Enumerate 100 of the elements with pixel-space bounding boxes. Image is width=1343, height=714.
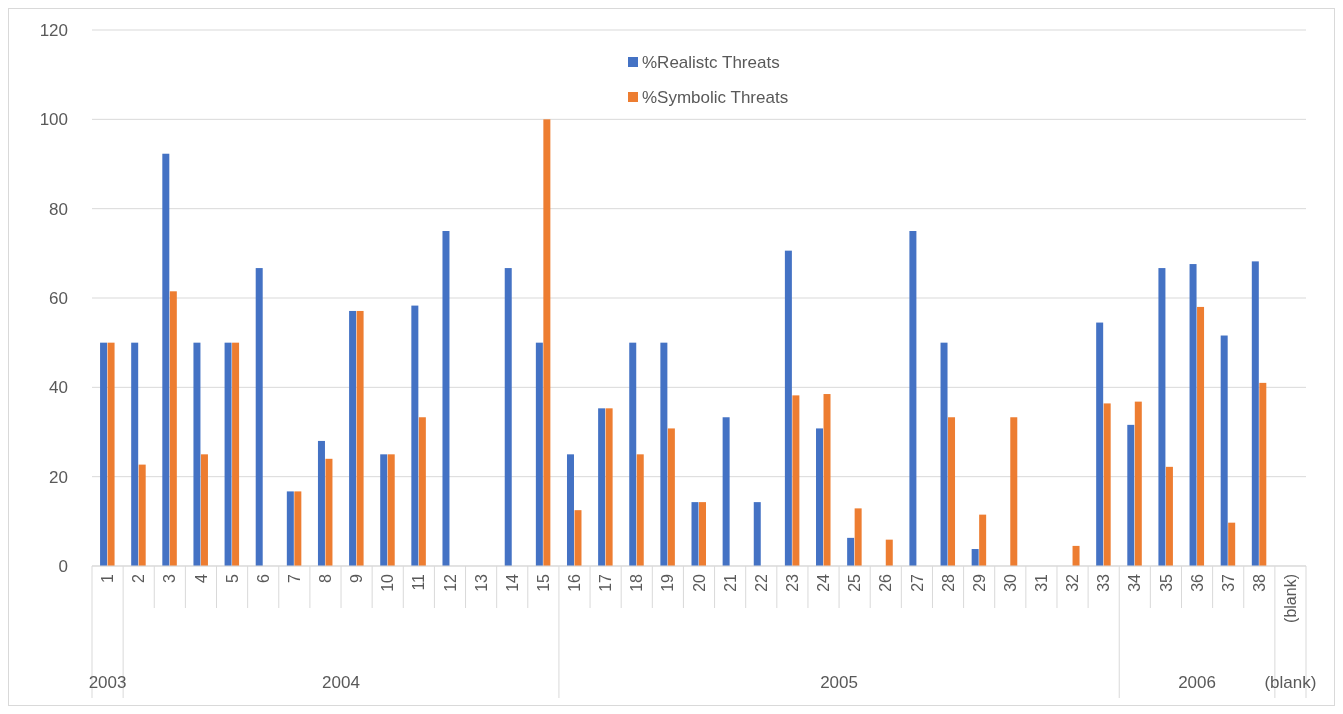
x-tick-label: 29	[970, 573, 988, 592]
bar	[1220, 335, 1228, 566]
text: 2005	[820, 673, 858, 692]
x-tick-label: 14	[503, 573, 521, 592]
x-tick-label: 23	[783, 573, 801, 592]
y-tick-label: 20	[49, 467, 68, 487]
x-tick-label: 17	[597, 573, 615, 592]
bar	[1072, 545, 1080, 566]
bar	[1259, 382, 1267, 566]
bar	[1127, 424, 1135, 566]
x-tick-label: 24	[815, 573, 833, 592]
bar	[131, 342, 139, 566]
bar	[418, 417, 426, 566]
x-tick-label: 30	[1001, 573, 1019, 592]
bar	[138, 464, 146, 566]
legend-label: %Symbolic Threats	[642, 87, 789, 107]
x-tick-label: 20	[690, 573, 708, 592]
bar	[200, 454, 208, 566]
x-tick-label: 31	[1033, 573, 1051, 592]
y-tick-label: 0	[58, 556, 68, 576]
x-tick-label: 36	[1188, 573, 1206, 592]
bar	[979, 514, 987, 566]
bar	[574, 510, 582, 566]
bar	[380, 454, 388, 566]
bar	[317, 440, 325, 566]
x-tick-label: 16	[566, 573, 584, 592]
bar	[948, 417, 956, 566]
bar	[504, 268, 512, 566]
bar	[909, 231, 917, 566]
x-tick-label: 3	[161, 573, 179, 583]
y-tick-label: 40	[49, 378, 68, 398]
x-tick-label: 26	[877, 573, 895, 592]
bar	[1228, 522, 1236, 566]
bar	[100, 342, 108, 566]
bar	[823, 394, 831, 566]
x-tick-label: 2	[130, 573, 148, 583]
x-tick-label: 13	[472, 573, 490, 592]
x-tick-label: 1	[99, 573, 117, 583]
bar	[169, 291, 177, 566]
text: (blank)	[1264, 673, 1317, 692]
text: 2004	[322, 673, 360, 692]
bar	[1103, 403, 1111, 566]
bar	[1251, 261, 1259, 566]
bar	[816, 428, 824, 566]
x-tick-label: 21	[721, 573, 739, 592]
x-tick-label: 32	[1064, 573, 1082, 592]
x-tick-label: 10	[379, 573, 397, 592]
bar	[543, 119, 551, 566]
x-tick-label: 6	[254, 573, 272, 583]
bar	[232, 342, 240, 566]
x-tick-label: 22	[752, 573, 770, 592]
bar	[660, 342, 668, 566]
bar	[356, 310, 364, 566]
y-tick-label: 120	[39, 20, 68, 40]
x-tick-label: 15	[534, 573, 552, 592]
x-tick-label: 19	[659, 573, 677, 592]
text: 2006	[1178, 673, 1216, 692]
x-tick-label: 35	[1157, 573, 1175, 592]
legend-label: %Realistc Threats	[642, 52, 780, 72]
bar	[940, 342, 948, 566]
x-tick-label: 34	[1126, 573, 1144, 592]
bar	[691, 502, 699, 566]
bar	[847, 537, 855, 566]
x-tick-label: 4	[192, 573, 210, 583]
bar	[971, 549, 979, 566]
bar	[722, 417, 730, 566]
bar	[784, 250, 792, 566]
bar	[1010, 417, 1018, 566]
x-tick-label: 7	[285, 573, 303, 583]
y-tick-label: 80	[49, 199, 68, 219]
x-tick-label: 5	[223, 573, 241, 583]
bar	[1165, 466, 1173, 566]
x-tick-label: 38	[1250, 573, 1268, 592]
x-tick-label: 27	[908, 573, 926, 592]
x-tick-label: 9	[348, 573, 366, 583]
bar	[193, 342, 201, 566]
bar	[753, 502, 761, 566]
bar	[442, 231, 450, 566]
x-tick-label: 11	[410, 573, 428, 591]
bar	[636, 454, 644, 566]
x-tick-label: 37	[1219, 573, 1237, 592]
bar	[294, 491, 302, 566]
bar	[1158, 268, 1166, 566]
x-tick-label: 33	[1095, 573, 1113, 592]
x-tick-label: 25	[846, 573, 864, 592]
bar	[535, 342, 543, 566]
bar	[605, 408, 613, 566]
bar	[325, 458, 333, 566]
x-tick-label: 12	[441, 573, 459, 592]
bar	[598, 408, 606, 566]
bar	[1096, 322, 1104, 566]
x-tick-label: 18	[628, 573, 646, 592]
bar	[1197, 306, 1205, 566]
bar	[349, 310, 357, 566]
bar	[854, 508, 862, 566]
bar	[1134, 401, 1142, 566]
bar	[224, 342, 232, 566]
bar	[667, 428, 675, 566]
bar	[286, 491, 294, 566]
y-tick-label: 100	[39, 110, 68, 130]
